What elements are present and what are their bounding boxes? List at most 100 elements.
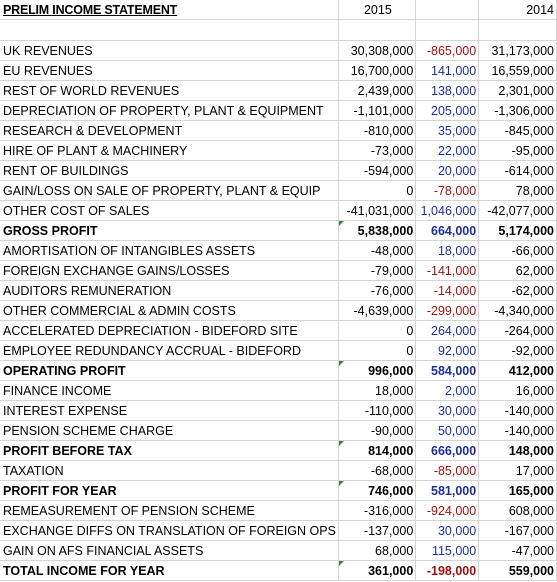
empty-cell[interactable] — [478, 19, 557, 41]
value-2014-cell[interactable]: -845,000 — [478, 120, 557, 141]
variance-cell[interactable]: -198,000 — [415, 560, 480, 581]
value-2014-cell[interactable]: 16,559,000 — [478, 60, 557, 81]
row-label-cell[interactable]: PENSION SCHEME CHARGE — [0, 420, 340, 441]
value-2014-cell[interactable]: -614,000 — [478, 160, 557, 181]
value-2015-cell[interactable]: -79,000 — [338, 260, 417, 281]
value-2014-cell[interactable]: 608,000 — [478, 500, 557, 521]
row-label-cell[interactable]: PROFIT BEFORE TAX — [0, 440, 340, 461]
header-2015-cell[interactable]: 2015 — [338, 0, 417, 20]
value-2015-cell[interactable]: 5,838,000 — [338, 220, 417, 241]
row-label-cell[interactable]: INTEREST EXPENSE — [0, 400, 340, 421]
variance-cell[interactable]: 30,000 — [415, 400, 480, 421]
value-2015-cell[interactable]: 0 — [338, 340, 417, 361]
value-2014-cell[interactable]: -66,000 — [478, 240, 557, 261]
value-2015-cell[interactable]: -73,000 — [338, 140, 417, 161]
variance-cell[interactable]: -924,000 — [415, 500, 480, 521]
row-label-cell[interactable]: AMORTISATION OF INTANGIBLES ASSETS — [0, 240, 340, 261]
value-2015-cell[interactable]: 0 — [338, 180, 417, 201]
variance-cell[interactable]: 664,000 — [415, 220, 480, 241]
empty-cell[interactable] — [0, 19, 340, 41]
variance-cell[interactable]: 22,000 — [415, 140, 480, 161]
value-2014-cell[interactable]: -264,000 — [478, 320, 557, 341]
empty-cell[interactable] — [415, 19, 480, 41]
value-2015-cell[interactable]: -4,639,000 — [338, 300, 417, 321]
value-2015-cell[interactable]: -594,000 — [338, 160, 417, 181]
value-2015-cell[interactable]: 2,439,000 — [338, 80, 417, 101]
row-label-cell[interactable]: TOTAL INCOME FOR YEAR — [0, 560, 340, 581]
value-2014-cell[interactable]: 2,301,000 — [478, 80, 557, 101]
value-2014-cell[interactable]: 5,174,000 — [478, 220, 557, 241]
variance-cell[interactable]: 35,000 — [415, 120, 480, 141]
value-2014-cell[interactable]: -95,000 — [478, 140, 557, 161]
row-label-cell[interactable]: RESEARCH & DEVELOPMENT — [0, 120, 340, 141]
value-2015-cell[interactable]: -90,000 — [338, 420, 417, 441]
row-label-cell[interactable]: GAIN/LOSS ON SALE OF PROPERTY, PLANT & E… — [0, 180, 340, 201]
value-2014-cell[interactable]: -4,340,000 — [478, 300, 557, 321]
value-2015-cell[interactable]: 996,000 — [338, 360, 417, 381]
variance-cell[interactable]: -865,000 — [415, 40, 480, 61]
empty-cell[interactable] — [338, 19, 417, 41]
value-2014-cell[interactable]: 31,173,000 — [478, 40, 557, 61]
value-2015-cell[interactable]: -810,000 — [338, 120, 417, 141]
variance-cell[interactable]: 2,000 — [415, 380, 480, 401]
row-label-cell[interactable]: DEPRECIATION OF PROPERTY, PLANT & EQUIPM… — [0, 100, 340, 121]
variance-cell[interactable]: 92,000 — [415, 340, 480, 361]
value-2015-cell[interactable]: 68,000 — [338, 540, 417, 561]
row-label-cell[interactable]: HIRE OF PLANT & MACHINERY — [0, 140, 340, 161]
value-2014-cell[interactable]: -167,000 — [478, 520, 557, 541]
value-2015-cell[interactable]: -76,000 — [338, 280, 417, 301]
value-2015-cell[interactable]: 30,308,000 — [338, 40, 417, 61]
variance-cell[interactable]: -299,000 — [415, 300, 480, 321]
variance-cell[interactable]: -14,000 — [415, 280, 480, 301]
value-2015-cell[interactable]: -41,031,000 — [338, 200, 417, 221]
variance-cell[interactable]: 581,000 — [415, 480, 480, 501]
row-label-cell[interactable]: GAIN ON AFS FINANCIAL ASSETS — [0, 540, 340, 561]
variance-cell[interactable]: 584,000 — [415, 360, 480, 381]
value-2015-cell[interactable]: -137,000 — [338, 520, 417, 541]
value-2014-cell[interactable]: -47,000 — [478, 540, 557, 561]
variance-cell[interactable]: -78,000 — [415, 180, 480, 201]
value-2015-cell[interactable]: -1,101,000 — [338, 100, 417, 121]
value-2015-cell[interactable]: 746,000 — [338, 480, 417, 501]
row-label-cell[interactable]: REMEASUREMENT OF PENSION SCHEME — [0, 500, 340, 521]
variance-cell[interactable]: 50,000 — [415, 420, 480, 441]
value-2015-cell[interactable]: 361,000 — [338, 560, 417, 581]
row-label-cell[interactable]: TAXATION — [0, 460, 340, 481]
value-2015-cell[interactable]: 814,000 — [338, 440, 417, 461]
row-label-cell[interactable]: EU REVENUES — [0, 60, 340, 81]
row-label-cell[interactable]: FOREIGN EXCHANGE GAINS/LOSSES — [0, 260, 340, 281]
value-2014-cell[interactable]: 165,000 — [478, 480, 557, 501]
value-2014-cell[interactable]: 148,000 — [478, 440, 557, 461]
value-2015-cell[interactable]: -316,000 — [338, 500, 417, 521]
row-label-cell[interactable]: OTHER COST OF SALES — [0, 200, 340, 221]
value-2015-cell[interactable]: 0 — [338, 320, 417, 341]
value-2014-cell[interactable]: 412,000 — [478, 360, 557, 381]
variance-cell[interactable]: -141,000 — [415, 260, 480, 281]
row-label-cell[interactable]: AUDITORS REMUNERATION — [0, 280, 340, 301]
value-2015-cell[interactable]: 18,000 — [338, 380, 417, 401]
variance-cell[interactable]: 20,000 — [415, 160, 480, 181]
variance-cell[interactable]: 18,000 — [415, 240, 480, 261]
value-2014-cell[interactable]: -42,077,000 — [478, 200, 557, 221]
row-label-cell[interactable]: EMPLOYEE REDUNDANCY ACCRUAL - BIDEFORD — [0, 340, 340, 361]
row-label-cell[interactable]: PROFIT FOR YEAR — [0, 480, 340, 501]
value-2014-cell[interactable]: -140,000 — [478, 400, 557, 421]
variance-cell[interactable]: 205,000 — [415, 100, 480, 121]
value-2014-cell[interactable]: 559,000 — [478, 560, 557, 581]
variance-cell[interactable]: 30,000 — [415, 520, 480, 541]
row-label-cell[interactable]: EXCHANGE DIFFS ON TRANSLATION OF FOREIGN… — [0, 520, 340, 541]
value-2014-cell[interactable]: -1,306,000 — [478, 100, 557, 121]
value-2015-cell[interactable]: -68,000 — [338, 460, 417, 481]
value-2014-cell[interactable]: 16,000 — [478, 380, 557, 401]
variance-cell[interactable]: -85,000 — [415, 460, 480, 481]
variance-cell[interactable]: 115,000 — [415, 540, 480, 561]
row-label-cell[interactable]: OPERATING PROFIT — [0, 360, 340, 381]
variance-cell[interactable]: 141,000 — [415, 60, 480, 81]
value-2014-cell[interactable]: 17,000 — [478, 460, 557, 481]
value-2014-cell[interactable]: 62,000 — [478, 260, 557, 281]
row-label-cell[interactable]: REST OF WORLD REVENUES — [0, 80, 340, 101]
value-2015-cell[interactable]: 16,700,000 — [338, 60, 417, 81]
value-2014-cell[interactable]: -62,000 — [478, 280, 557, 301]
header-variance-cell[interactable] — [415, 0, 480, 20]
row-label-cell[interactable]: OTHER COMMERCIAL & ADMIN COSTS — [0, 300, 340, 321]
